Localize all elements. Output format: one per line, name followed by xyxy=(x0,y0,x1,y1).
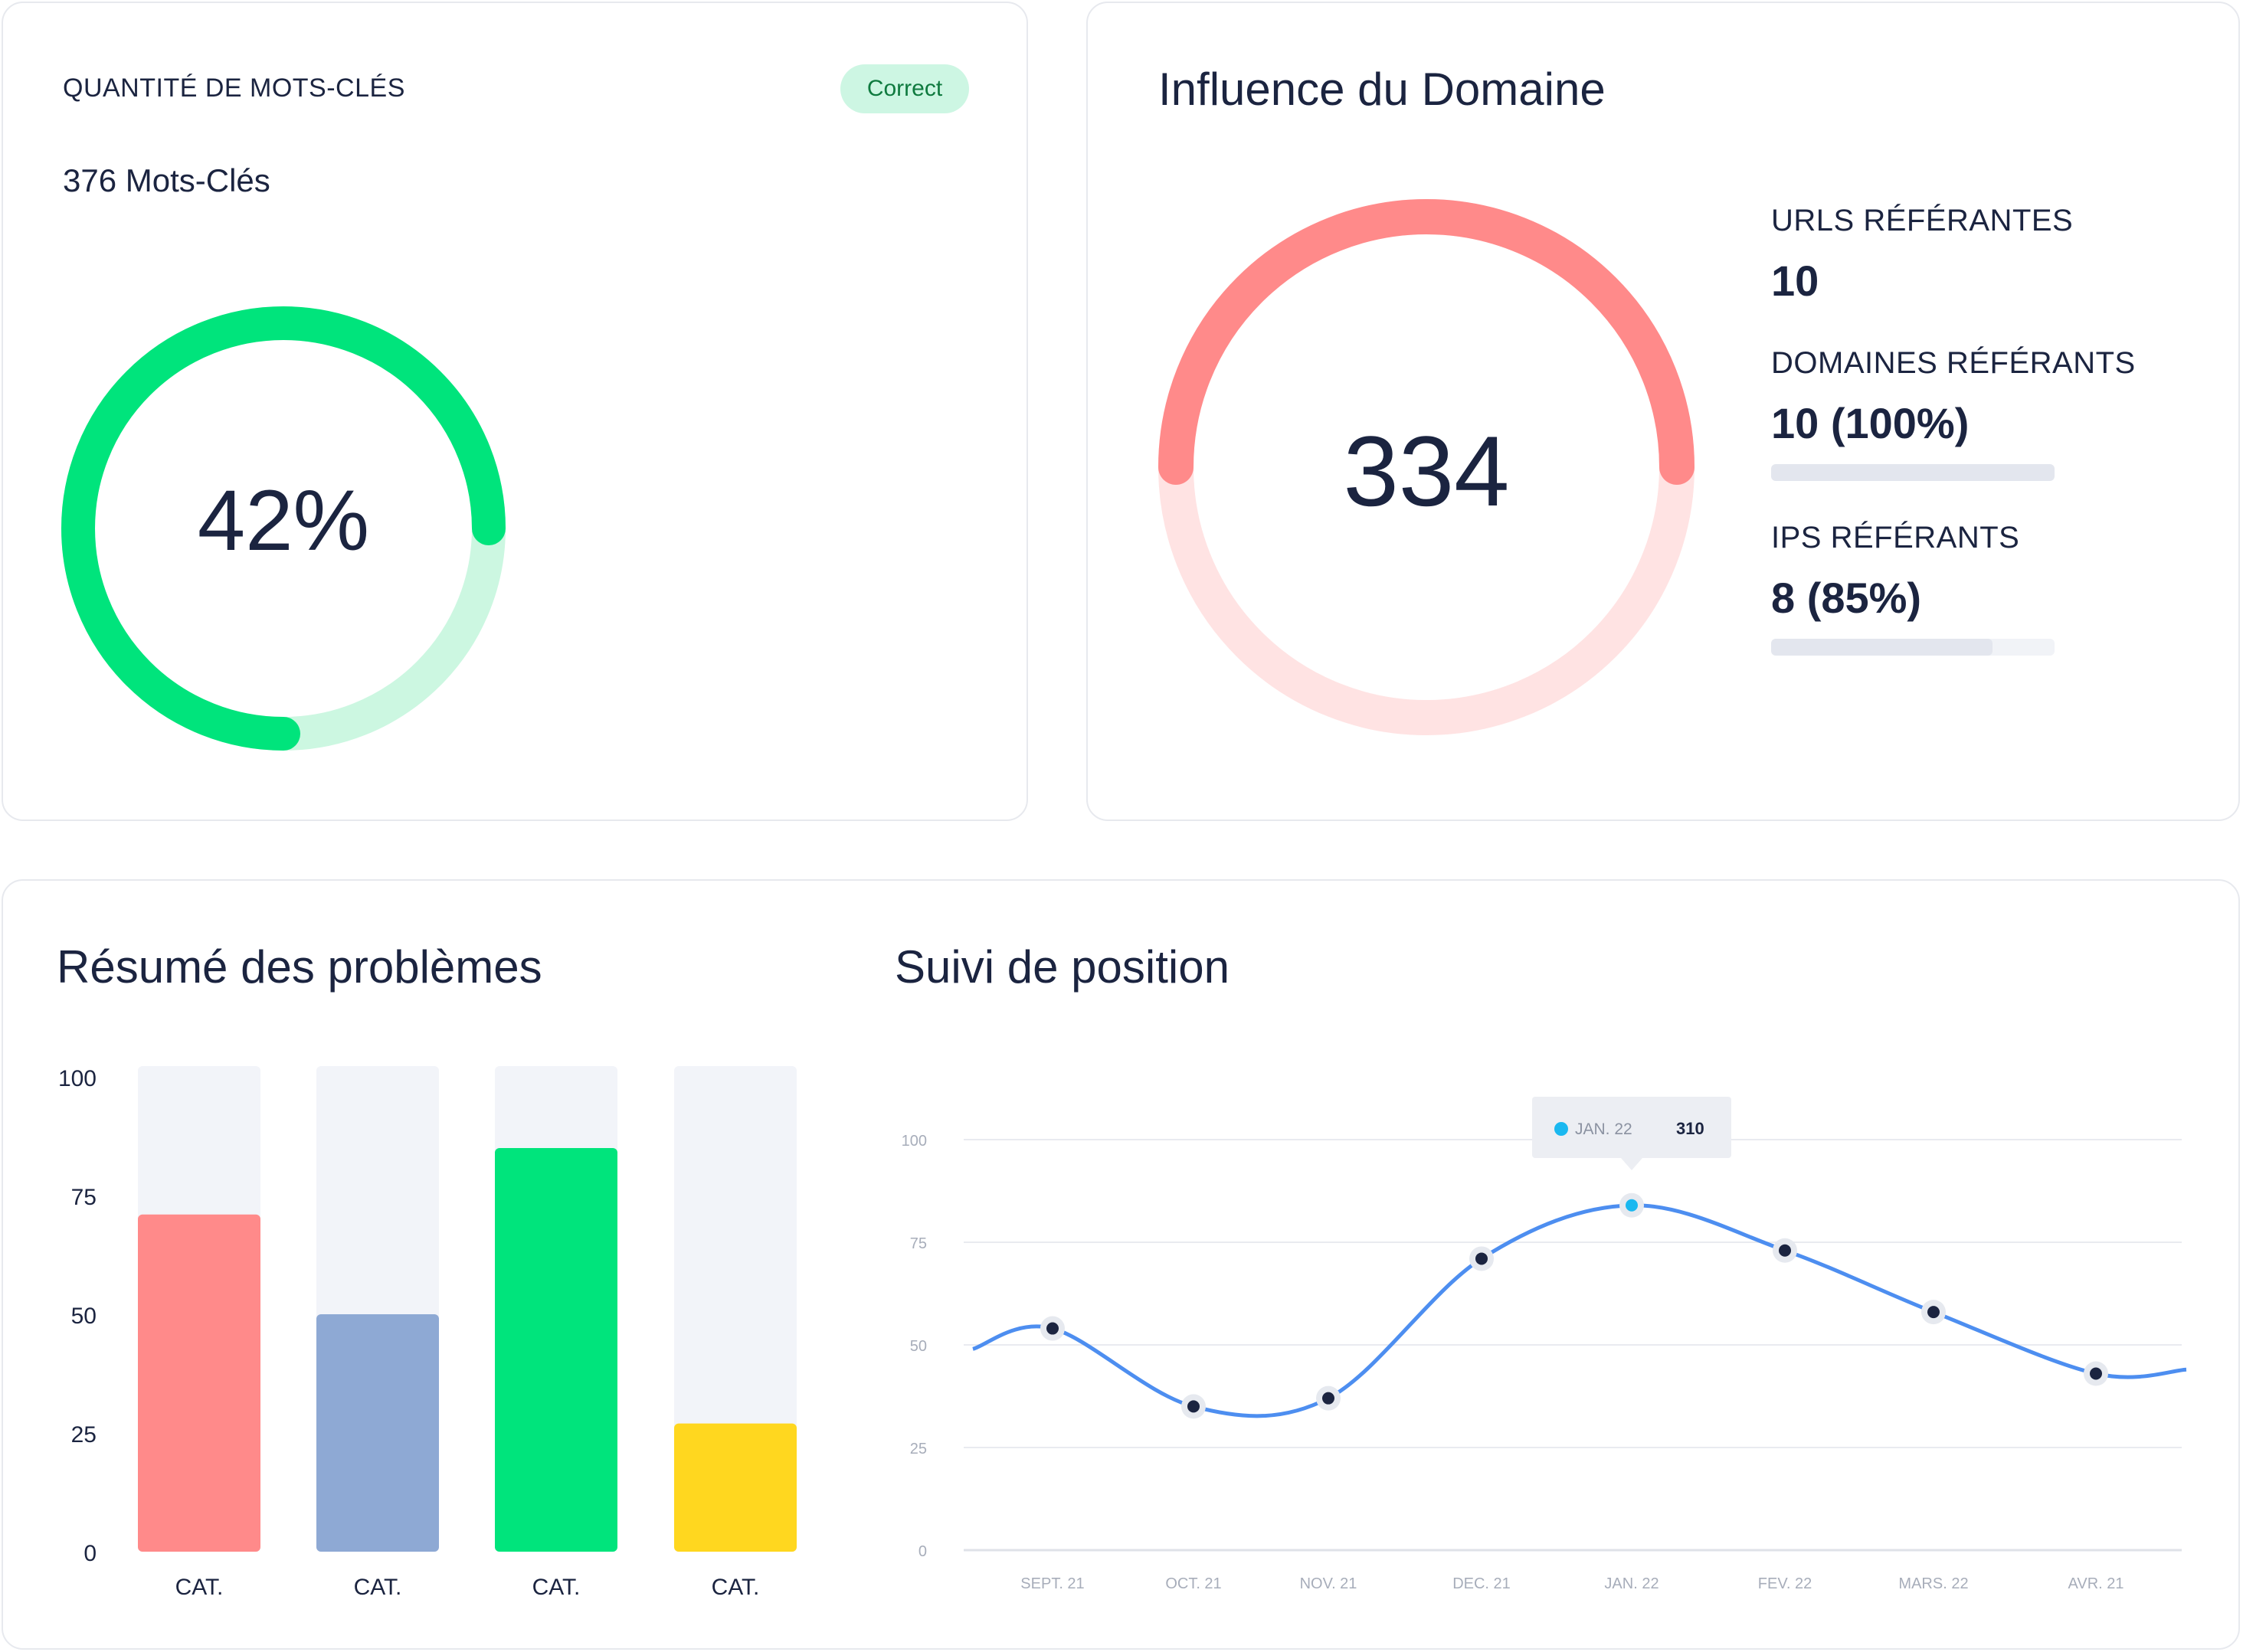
line-y-tick: 100 xyxy=(902,1133,927,1150)
position-line-chart: 0 25 50 75 100 SEPT. 21 OCT. 21 NOV. 21 DEC. 21 J… xyxy=(902,1097,2187,1592)
domain-gauge: 334 xyxy=(1158,199,1695,735)
tooltip-value: 310 xyxy=(1676,1119,1704,1138)
ips-progress-bar xyxy=(1771,639,2055,656)
line-x-tick: JAN. 22 xyxy=(1604,1575,1659,1592)
issues-bar-chart: 0 25 50 75 100 CAT. CAT. CAT. CAT. xyxy=(58,1066,797,1600)
issues-title: Résumé des problèmes xyxy=(57,941,542,993)
domain-score: 334 xyxy=(1344,415,1510,527)
line-y-tick: 75 xyxy=(910,1235,927,1252)
keywords-label: QUANTITÉ DE MOTS-CLÉS xyxy=(63,74,405,103)
line-x-tick: SEPT. 21 xyxy=(1020,1575,1084,1592)
line-x-tick: FEV. 22 xyxy=(1758,1575,1812,1592)
domain-influence-card: Influence du Domaine 334 URLS RÉFÉRANTES… xyxy=(1086,2,2240,821)
line-y-tick: 0 xyxy=(918,1543,927,1560)
data-point[interactable] xyxy=(1927,1306,1940,1319)
bar xyxy=(495,1148,617,1552)
data-point[interactable] xyxy=(2090,1367,2102,1380)
tooltip-label: JAN. 22 xyxy=(1575,1120,1632,1138)
chart-tooltip: JAN. 22 310 xyxy=(1532,1097,1731,1170)
bar xyxy=(674,1423,797,1552)
status-badge: Correct xyxy=(840,64,969,113)
position-title: Suivi de position xyxy=(895,941,1230,993)
line-y-tick: 50 xyxy=(910,1338,927,1355)
line-y-tick: 25 xyxy=(910,1441,927,1457)
data-point[interactable] xyxy=(1626,1199,1638,1212)
data-point[interactable] xyxy=(1187,1400,1200,1413)
domains-progress-fill xyxy=(1771,464,2055,481)
keywords-percent: 42% xyxy=(198,473,369,568)
charts-card: Résumé des problèmes Suivi de position 0… xyxy=(2,879,2240,1650)
bar-category-label: CAT. xyxy=(175,1575,224,1600)
bar-y-tick: 100 xyxy=(58,1066,97,1091)
line-x-tick: OCT. 21 xyxy=(1165,1575,1221,1592)
data-point[interactable] xyxy=(1779,1244,1791,1257)
metric-value-ips: 8 (85%) xyxy=(1771,574,1922,622)
line-x-tick: MARS. 22 xyxy=(1898,1575,1968,1592)
line-x-tick: DEC. 21 xyxy=(1452,1575,1511,1592)
keywords-gauge-arc xyxy=(61,306,506,751)
domain-title: Influence du Domaine xyxy=(1158,64,1606,115)
metric-value-urls: 10 xyxy=(1771,257,1819,305)
data-point[interactable] xyxy=(1046,1322,1059,1335)
series-line xyxy=(972,1203,2187,1418)
metric-label-domains: DOMAINES RÉFÉRANTS xyxy=(1771,346,2136,380)
bar-category-label: CAT. xyxy=(354,1575,402,1600)
metric-label-urls: URLS RÉFÉRANTES xyxy=(1771,204,2074,237)
bar xyxy=(316,1314,439,1552)
bar-y-tick: 50 xyxy=(71,1304,97,1329)
bar xyxy=(138,1214,260,1552)
data-point[interactable] xyxy=(1475,1252,1488,1265)
domain-gauge-arc xyxy=(1158,199,1695,485)
metric-label-ips: IPS RÉFÉRANTS xyxy=(1771,521,2020,554)
keywords-card: QUANTITÉ DE MOTS-CLÉS Correct 376 Mots-C… xyxy=(2,2,1028,821)
line-x-tick: NOV. 21 xyxy=(1300,1575,1357,1592)
data-point[interactable] xyxy=(1322,1392,1334,1405)
line-x-tick: AVR. 21 xyxy=(2068,1575,2124,1592)
bar-y-tick: 75 xyxy=(71,1185,97,1210)
tooltip-legend-dot xyxy=(1554,1122,1568,1136)
keywords-gauge: 42% xyxy=(61,306,506,751)
metric-value-domains: 10 (100%) xyxy=(1771,399,1970,447)
bar-y-tick: 0 xyxy=(83,1541,97,1566)
keywords-count: 376 Mots-Clés xyxy=(63,162,270,198)
bar-category-label: CAT. xyxy=(532,1575,581,1600)
bar-y-tick: 25 xyxy=(71,1422,97,1448)
domains-progress-bar xyxy=(1771,464,2055,481)
bar-category-label: CAT. xyxy=(712,1575,760,1600)
ips-progress-fill xyxy=(1771,639,1993,656)
